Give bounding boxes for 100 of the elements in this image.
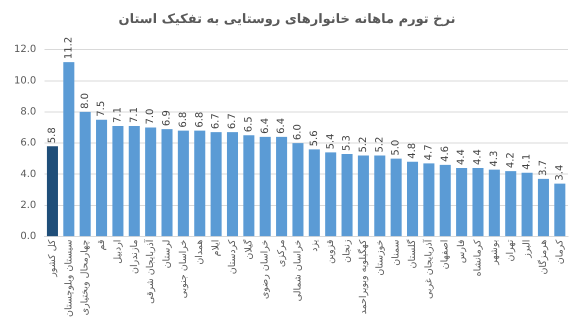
data-label: 5.0 <box>390 140 402 156</box>
x-tick-label: سمنان <box>390 240 402 266</box>
chart-title: نرخ تورم ماهانه خانوارهای روستایی به تفکیک استان <box>118 12 456 28</box>
x-tick-label: کردستان <box>226 239 238 274</box>
x-tick-label: البرز <box>522 240 533 259</box>
data-label: 6.8 <box>178 112 189 128</box>
bar <box>390 158 402 236</box>
data-label: 6.5 <box>243 116 254 132</box>
data-label: 6.9 <box>162 110 173 126</box>
bar <box>308 149 320 236</box>
y-tick-label: 2.0 <box>20 200 36 212</box>
bar <box>538 178 549 236</box>
bar <box>161 129 173 236</box>
y-tick-label: 10.0 <box>14 75 36 86</box>
data-label: 6.7 <box>227 113 238 130</box>
x-tick-label: لرستان <box>161 240 172 268</box>
x-tick-label: قم <box>96 240 108 250</box>
bar <box>210 132 222 236</box>
x-tick-label: بوشهر <box>488 240 500 266</box>
data-label: 5.2 <box>358 136 370 153</box>
data-label: 6.4 <box>260 118 271 134</box>
bar <box>226 132 238 236</box>
x-tick-label: کل کشور <box>46 239 58 278</box>
x-tick-label: قزوین <box>325 240 336 264</box>
data-label: 4.8 <box>407 142 418 159</box>
x-tick-label: مازندران <box>128 240 140 274</box>
data-label: 4.4 <box>472 149 484 166</box>
data-label: 5.6 <box>308 130 320 146</box>
x-tick-label: آذربایجان غربی <box>422 239 434 300</box>
bar <box>374 156 386 236</box>
bar <box>112 126 124 236</box>
x-tick-label: کهگیلویه وبویراحمد <box>356 239 369 314</box>
y-tick-label: 8.0 <box>20 106 36 118</box>
data-label: 4.3 <box>488 150 500 167</box>
data-label: 8.0 <box>80 93 91 109</box>
x-tick-label: گلستان <box>406 239 418 268</box>
x-tick-label: اردبیل <box>112 240 124 264</box>
bar <box>488 170 500 236</box>
x-tick-label: تهران <box>505 239 516 262</box>
bar <box>522 172 533 236</box>
data-label: 3.4 <box>554 164 566 181</box>
data-label: 6.4 <box>276 118 288 134</box>
x-tick-label: زنجان <box>342 239 353 263</box>
data-label: 4.6 <box>440 146 451 162</box>
x-tick-label: خراسان رضوی <box>260 239 271 300</box>
x-tick-label: فارس <box>456 240 468 264</box>
x-tick-label: گیلان <box>242 239 254 260</box>
bar <box>554 184 566 236</box>
x-tick-label: کرمانشاه <box>472 239 484 276</box>
data-label: 7.0 <box>145 108 156 125</box>
bar <box>63 62 74 236</box>
x-tick-label: ایلام <box>210 240 222 256</box>
x-tick-label: کرمان <box>554 239 566 264</box>
data-label: 11.2 <box>63 36 74 60</box>
x-tick-label: مرکزی <box>276 240 288 268</box>
x-tick-label: خوزستان <box>374 239 386 276</box>
data-label: 5.4 <box>325 134 336 150</box>
bar <box>358 156 369 236</box>
bar <box>46 146 58 236</box>
bar <box>276 136 288 236</box>
bar <box>406 162 418 236</box>
x-tick-label: همدان <box>194 240 206 265</box>
x-tick-label: آذربایجان شرقی <box>144 239 156 304</box>
data-label: 6.0 <box>292 124 304 140</box>
data-label: 6.8 <box>194 112 206 128</box>
x-tick-label: خراسان شمالی <box>292 239 304 302</box>
data-label: 5.8 <box>47 127 58 144</box>
x-tick-label: یزد <box>308 239 320 252</box>
x-tick-label: اصفهان <box>440 240 451 270</box>
data-label: 7.1 <box>128 107 140 123</box>
y-tick-label: 0.0 <box>20 231 36 242</box>
bar <box>96 120 108 236</box>
bar <box>243 135 254 236</box>
x-tick-label: چهارمحال وبختیاری <box>80 239 91 316</box>
data-label: 3.7 <box>538 160 550 176</box>
y-tick-label: 6.0 <box>20 138 36 149</box>
data-label: 7.5 <box>96 100 108 117</box>
bar <box>80 112 91 236</box>
data-label: 5.3 <box>342 135 353 151</box>
bar <box>440 164 451 236</box>
bar <box>145 128 156 236</box>
data-label: 4.2 <box>505 152 516 168</box>
bar <box>325 152 336 236</box>
bar <box>456 168 468 236</box>
y-tick-label: 4.0 <box>20 168 36 180</box>
bar <box>194 130 206 236</box>
data-label: 4.7 <box>423 144 434 160</box>
x-tick-label: خراسان جنوبی <box>178 239 189 298</box>
bar <box>423 163 434 236</box>
bar <box>292 143 304 236</box>
data-label: 6.7 <box>210 113 222 130</box>
x-tick-label: هرمزگان <box>536 240 549 275</box>
bar <box>505 171 516 236</box>
data-label: 5.2 <box>374 136 386 153</box>
data-label: 4.4 <box>456 149 468 166</box>
bar <box>472 168 484 236</box>
data-label: 7.1 <box>112 107 124 123</box>
bar <box>178 130 189 236</box>
y-tick-label: 12.0 <box>14 44 36 56</box>
bar <box>260 136 271 236</box>
